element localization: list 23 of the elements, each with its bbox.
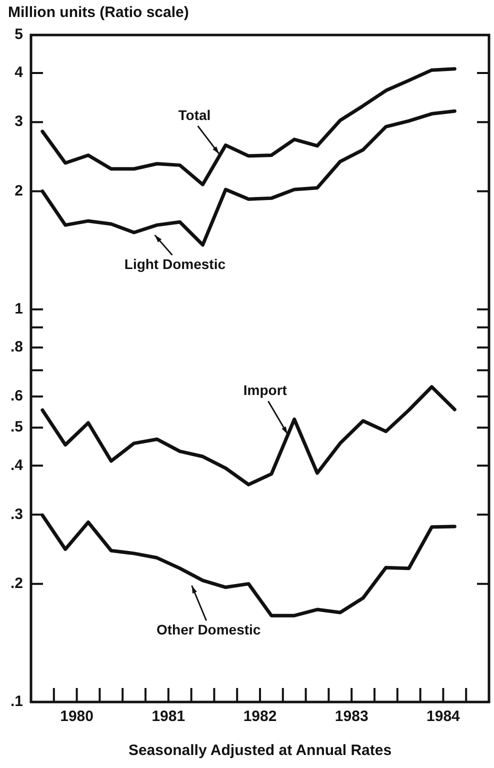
x-axis-title: Seasonally Adjusted at Annual Rates (128, 742, 392, 760)
x-tick-label: 1982 (243, 708, 277, 726)
y-tick-label: .8 (10, 338, 23, 356)
series-label: Total (178, 106, 211, 123)
y-tick-label: .4 (10, 456, 24, 474)
x-tick-label: 1980 (60, 708, 94, 726)
x-tick-label: 1981 (152, 708, 186, 726)
y-tick-label: .1 (10, 693, 23, 710)
y-tick-label: .6 (10, 388, 23, 405)
y-tick-label: .3 (10, 506, 23, 523)
y-tick-label: 4 (14, 64, 24, 82)
y-tick-label: 1 (14, 300, 23, 318)
y-tick-label: 3 (14, 113, 23, 130)
y-axis-title: Million units (Ratio scale) (8, 4, 189, 21)
series-label: Import (243, 382, 288, 398)
y-tick-label: 5 (14, 26, 23, 44)
y-tick-label: .5 (10, 418, 23, 436)
legend-label: Light Domestic (124, 256, 226, 272)
series-label: Other Domestic (156, 621, 261, 638)
x-tick-label: 1984 (426, 708, 461, 726)
y-tick-label: 2 (14, 182, 23, 200)
x-tick-label: 1983 (334, 708, 368, 726)
y-tick-label: .2 (10, 574, 23, 592)
